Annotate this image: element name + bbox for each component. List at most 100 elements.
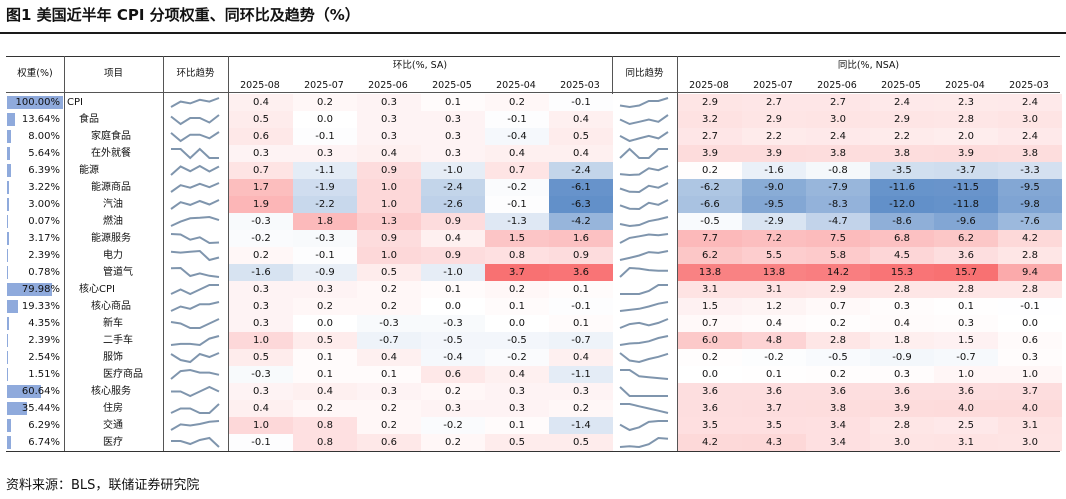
trend-sparkline — [619, 182, 669, 194]
item-name: 在外就餐 — [91, 148, 131, 159]
sparkline-path — [170, 182, 220, 193]
sparkline-path — [170, 131, 220, 143]
mom-value: -0.2 — [485, 349, 549, 366]
yoy-value: -7.9 — [806, 179, 870, 196]
sparkline-path — [619, 386, 668, 397]
yoy-value: 0.7 — [806, 298, 870, 315]
mom-value: -1.1 — [549, 366, 613, 383]
mom-value: 0.0 — [293, 315, 357, 332]
col-divider — [228, 56, 229, 451]
mom-value: -0.4 — [485, 128, 549, 145]
mom-value: 0.3 — [421, 400, 485, 417]
yoy-value: -6.6 — [678, 196, 742, 213]
yoy-value: 0.3 — [870, 298, 934, 315]
sparkline-path — [170, 199, 220, 210]
trend-sparkline — [619, 318, 669, 329]
weight-bar — [7, 317, 10, 330]
mom-value: 0.3 — [485, 383, 549, 400]
table-bottom-rule — [6, 451, 1060, 452]
header-yoy-group: 同比(%, NSA) — [837, 60, 900, 71]
yoy-value: -0.8 — [806, 162, 870, 179]
mom-value: 0.3 — [485, 400, 549, 417]
yoy-value: 5.8 — [806, 247, 870, 264]
trend-sparkline — [619, 386, 668, 397]
yoy-value: -0.1 — [998, 298, 1062, 315]
yoy-value: 2.4 — [870, 94, 934, 111]
item-name: 医疗商品 — [103, 369, 143, 380]
yoy-value: 2.8 — [870, 281, 934, 298]
yoy-value: 4.8 — [742, 332, 806, 349]
trend-sparkline — [170, 164, 220, 176]
yoy-value: 6.0 — [678, 332, 742, 349]
yoy-value: 3.1 — [934, 434, 998, 451]
trend-sparkline — [619, 352, 669, 364]
mom-value: 0.9 — [357, 162, 421, 179]
sparkline-path — [620, 403, 669, 414]
sparkline-path — [619, 182, 669, 194]
mom-value: 0.3 — [421, 145, 485, 162]
yoy-value: 3.4 — [806, 434, 870, 451]
sparkline-path — [619, 216, 669, 228]
weight-value: 6.39% — [28, 165, 60, 176]
yoy-value: 0.6 — [998, 332, 1062, 349]
mom-value: 0.6 — [229, 128, 293, 145]
col-divider — [64, 56, 65, 451]
item-name: 能源商品 — [91, 182, 131, 193]
item-name: 核心商品 — [91, 301, 131, 312]
yoy-value: 0.4 — [870, 315, 934, 332]
yoy-value: 2.8 — [998, 281, 1062, 298]
yoy-value: 2.8 — [934, 111, 998, 128]
mom-month-header: 2025-08 — [240, 80, 280, 91]
mom-value: 0.6 — [357, 434, 421, 451]
sparkline-path — [170, 352, 220, 364]
mom-value: 0.6 — [421, 366, 485, 383]
yoy-value: 13.8 — [742, 264, 806, 281]
sparkline-path — [170, 301, 220, 312]
sparkline-path — [619, 131, 669, 143]
yoy-value: 2.9 — [678, 94, 742, 111]
mom-value: -1.0 — [421, 264, 485, 281]
yoy-value: 4.0 — [998, 400, 1062, 417]
weight-bar — [7, 402, 27, 415]
mom-value: 0.3 — [229, 298, 293, 315]
sparkline-path — [171, 436, 220, 448]
mom-value: 0.2 — [357, 281, 421, 298]
mom-value: 0.3 — [229, 145, 293, 162]
weight-value: 1.51% — [28, 369, 60, 380]
trend-sparkline — [170, 352, 220, 364]
mom-value: 0.7 — [229, 162, 293, 179]
yoy-value: 0.3 — [870, 366, 934, 383]
trend-sparkline — [170, 284, 219, 296]
mom-value: -4.2 — [549, 213, 613, 230]
trend-sparkline — [620, 284, 668, 295]
item-name: 电力 — [103, 250, 123, 261]
yoy-value: 2.0 — [934, 128, 998, 145]
sparkline-path — [171, 147, 219, 160]
mom-value: 0.0 — [421, 298, 485, 315]
sparkline-path — [619, 266, 668, 278]
mom-value: 0.4 — [293, 383, 357, 400]
mom-value: 0.5 — [293, 332, 357, 349]
yoy-value: 1.5 — [678, 298, 742, 315]
weight-bar — [7, 436, 11, 449]
weight-bar — [7, 368, 8, 381]
weight-bar — [7, 96, 63, 109]
trend-sparkline — [170, 182, 220, 193]
yoy-value: 0.4 — [742, 315, 806, 332]
trend-sparkline — [170, 318, 220, 329]
mom-value: -0.7 — [549, 332, 613, 349]
header-mom-group: 环比(%, SA) — [392, 60, 448, 71]
trend-sparkline — [619, 301, 669, 312]
mom-value: 0.4 — [549, 145, 613, 162]
mom-value: 0.4 — [421, 230, 485, 247]
yoy-value: 0.0 — [678, 366, 742, 383]
mom-value: 0.4 — [549, 111, 613, 128]
mom-value: 0.1 — [293, 366, 357, 383]
sparkline-path — [619, 436, 669, 449]
mom-value: -6.3 — [549, 196, 613, 213]
mom-value: -0.4 — [421, 349, 485, 366]
mom-value: -1.1 — [293, 162, 357, 179]
weight-bar — [7, 351, 9, 364]
weight-bar — [7, 249, 9, 262]
trend-sparkline — [170, 301, 220, 312]
